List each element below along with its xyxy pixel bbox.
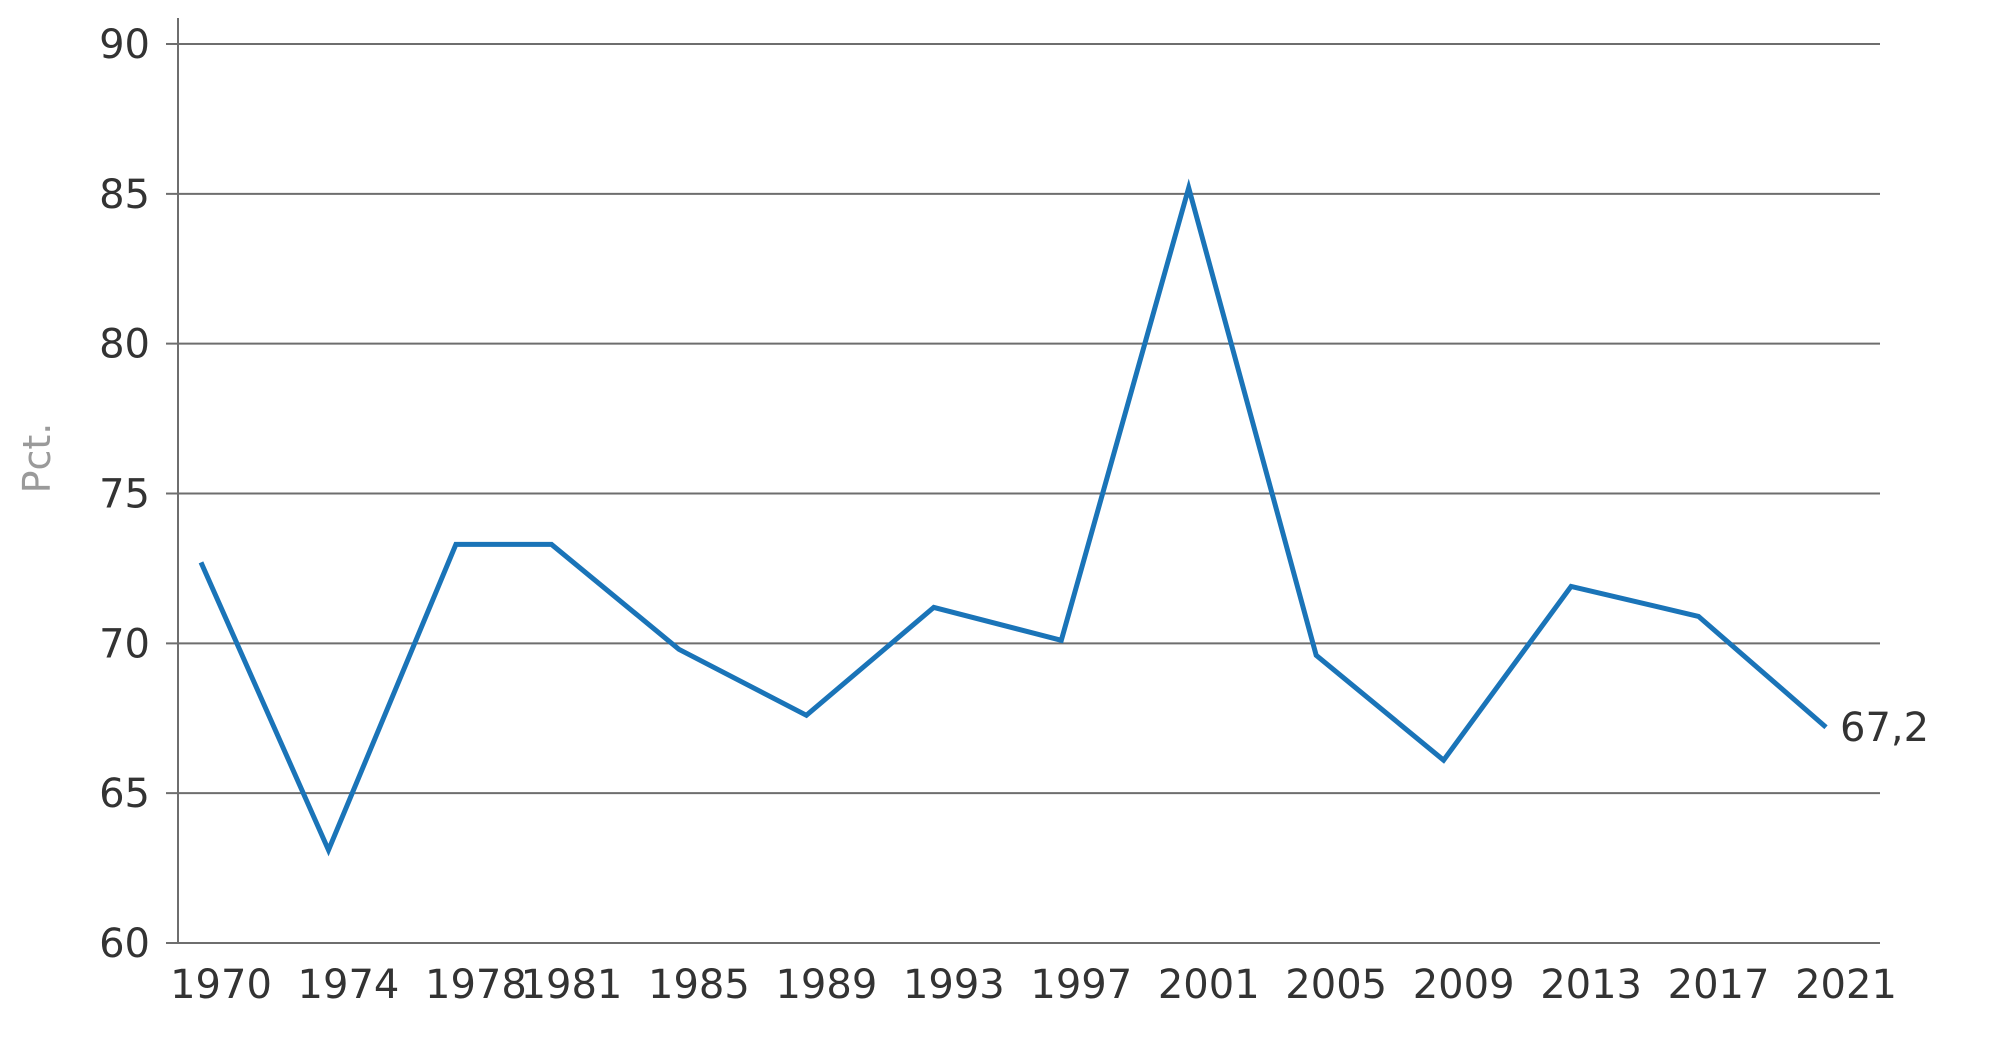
x-tick-label: 1981: [521, 962, 623, 1008]
y-tick-label: 85: [99, 172, 150, 218]
y-tick-label: 75: [99, 472, 150, 518]
axes: [166, 18, 1880, 944]
series-line-0: [198, 178, 1828, 857]
x-tick-label: 1978: [425, 962, 527, 1008]
x-tick-label: 2021: [1795, 962, 1897, 1008]
y-tick-label: 60: [99, 921, 150, 967]
x-tick-label: 1993: [903, 962, 1005, 1008]
y-tick-label: 65: [99, 771, 150, 817]
x-tick-label: 2013: [1540, 962, 1642, 1008]
x-tick-label: 1989: [775, 962, 877, 1008]
x-tick-label: 2005: [1285, 962, 1387, 1008]
x-tick-label: 1970: [170, 962, 272, 1008]
x-tick-label: 2017: [1668, 962, 1770, 1008]
y-tick-label: 90: [99, 22, 150, 68]
y-tick-label: 80: [99, 322, 150, 368]
x-tick-label: 1985: [648, 962, 750, 1008]
y-tick-labels: 60 65 70 75 80 85 90: [99, 22, 150, 967]
series-lines: [198, 178, 1828, 857]
x-tick-label: 1997: [1030, 962, 1132, 1008]
y-tick-label: 70: [99, 621, 150, 667]
data-labels: 67,2: [1840, 705, 1929, 751]
data-label: 67,2: [1840, 705, 1929, 751]
x-tick-label: 2001: [1158, 962, 1260, 1008]
gridlines: [166, 43, 1880, 795]
x-tick-label: 1974: [298, 962, 400, 1008]
y-axis-title: Pct.: [15, 423, 59, 494]
x-tick-label: 2009: [1413, 962, 1515, 1008]
